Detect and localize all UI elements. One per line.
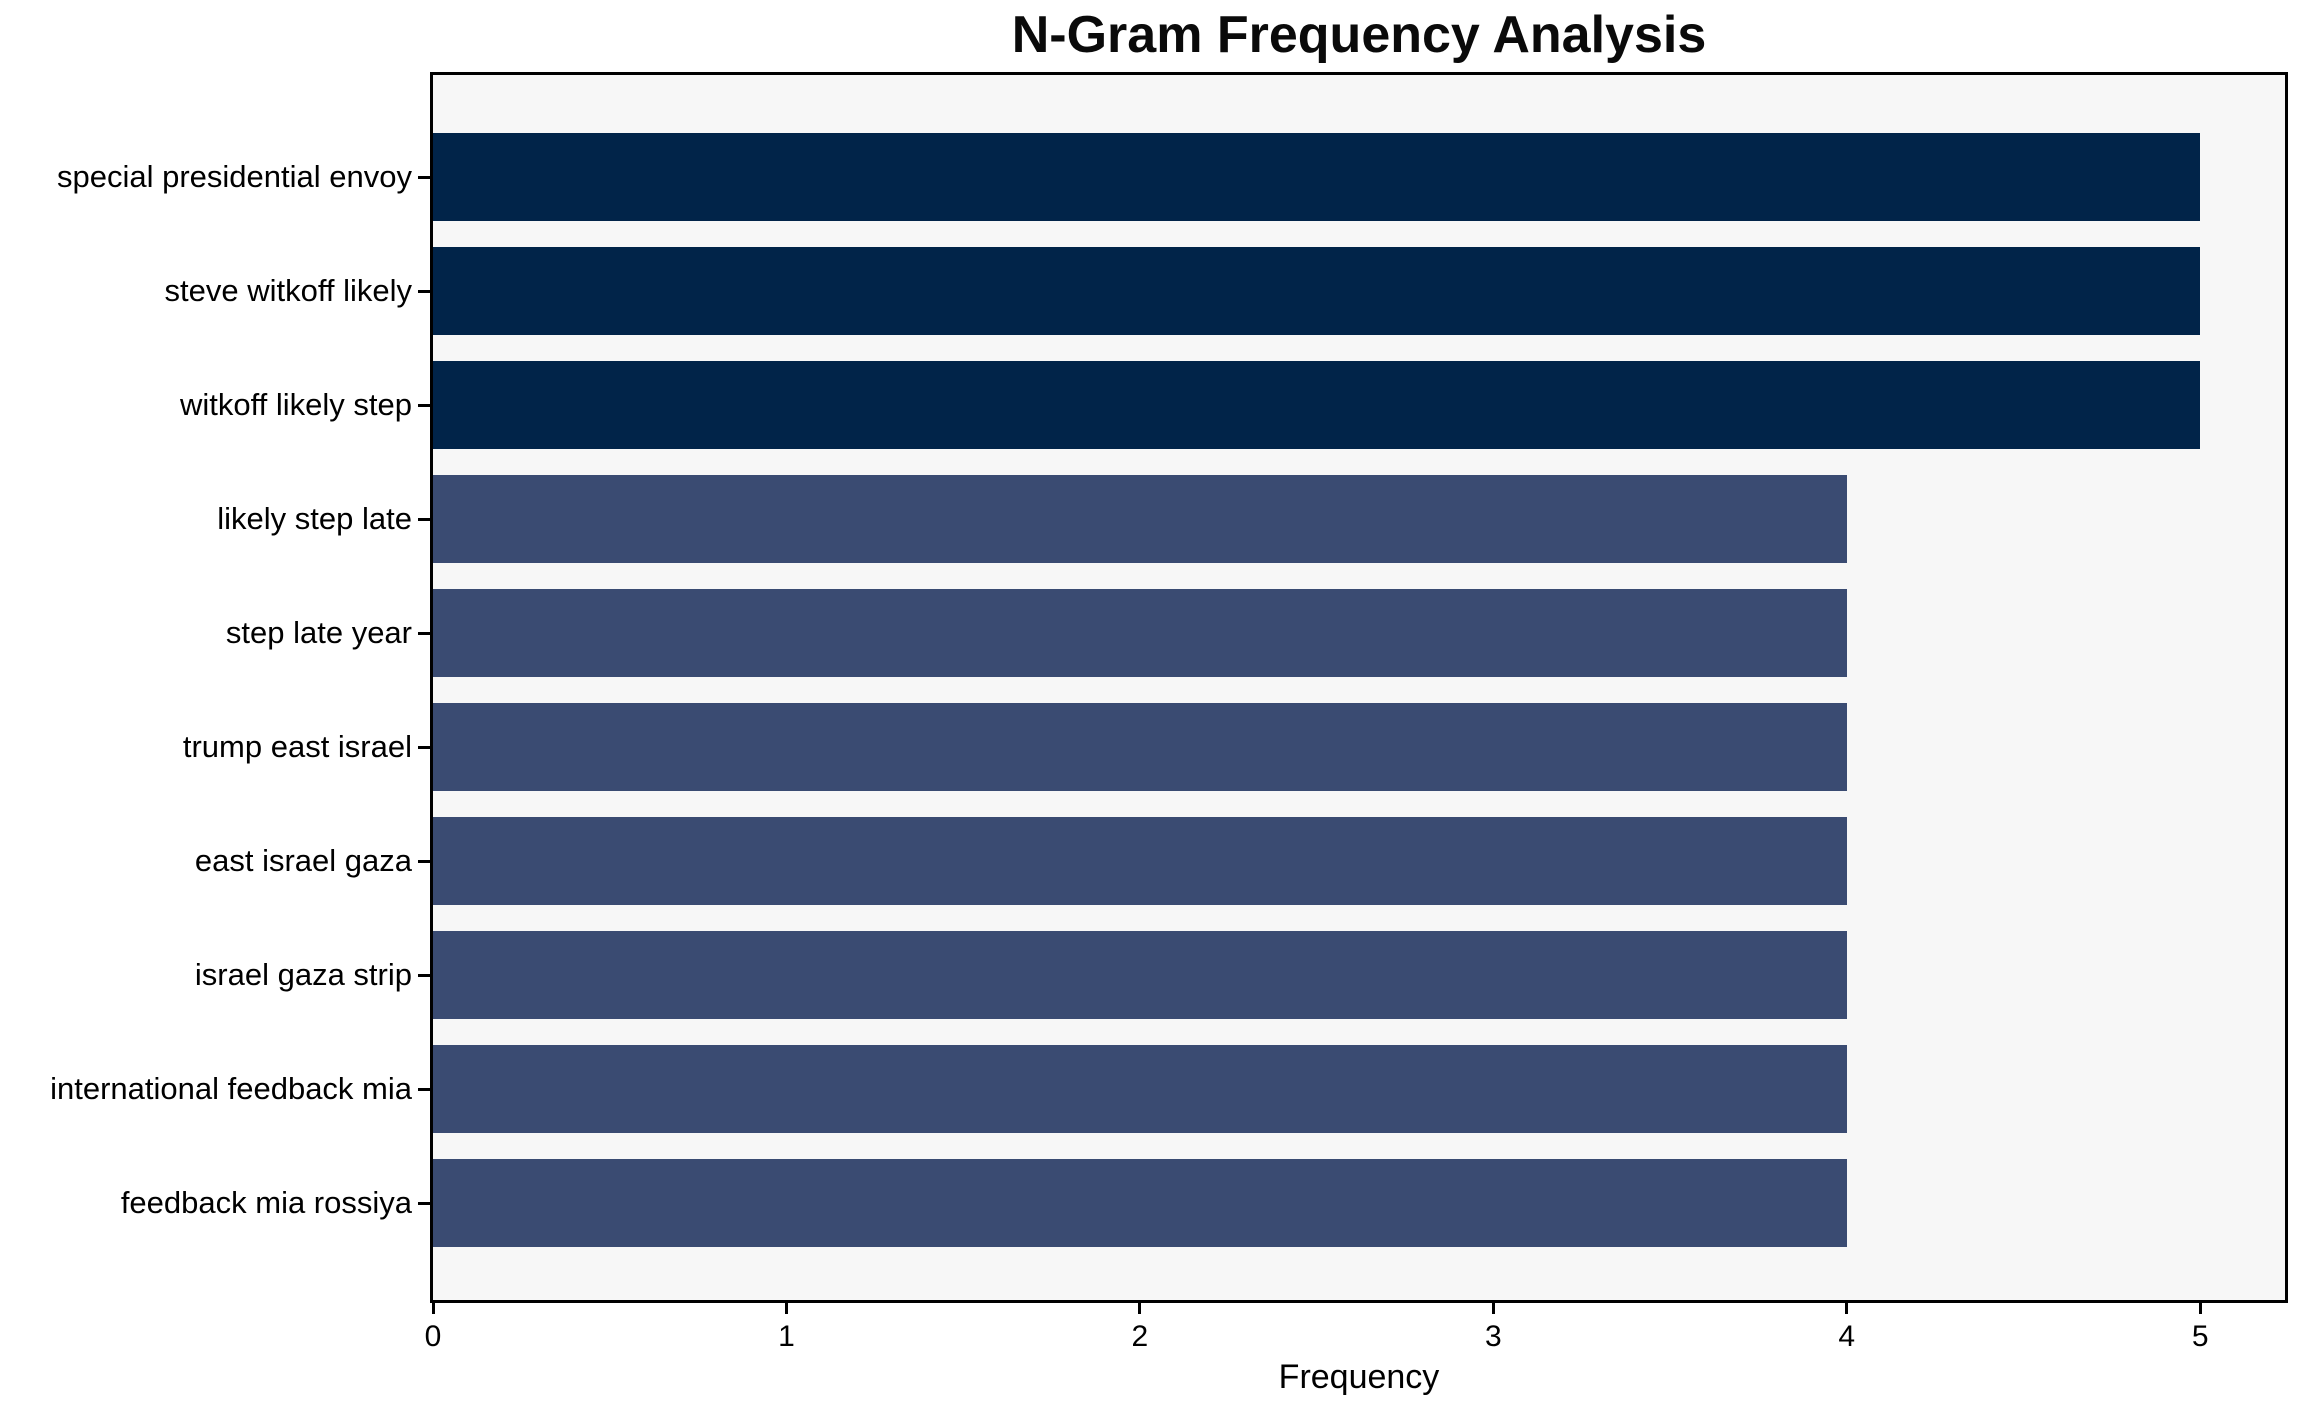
y-tick-label: israel gaza strip — [194, 957, 412, 992]
y-tick-label: steve witkoff likely — [164, 273, 412, 308]
bar — [433, 133, 2201, 221]
x-tick-mark — [431, 1303, 435, 1314]
y-tick-label: special presidential envoy — [57, 159, 412, 194]
x-tick-label: 2 — [1131, 1320, 1149, 1353]
y-tick-label: step late year — [225, 615, 412, 650]
y-tick-mark — [418, 1201, 430, 1205]
x-tick-mark — [1491, 1303, 1495, 1314]
y-tick-mark — [418, 859, 430, 863]
y-tick-label: feedback mia rossiya — [120, 1185, 412, 1220]
bar — [433, 703, 1847, 791]
x-tick-mark — [2198, 1303, 2202, 1314]
x-tick-mark — [784, 1303, 788, 1314]
y-tick-mark — [418, 403, 430, 407]
y-tick-label: likely step late — [217, 501, 412, 536]
y-tick-mark — [418, 1087, 430, 1091]
y-tick-mark — [418, 517, 430, 521]
x-tick-mark — [1138, 1303, 1142, 1314]
bar — [433, 1045, 1847, 1133]
bar — [433, 817, 1847, 905]
y-tick-mark — [418, 631, 430, 635]
bar — [433, 589, 1847, 677]
x-tick-label: 5 — [2191, 1320, 2209, 1353]
y-tick-label: international feedback mia — [50, 1071, 412, 1106]
y-tick-mark — [418, 745, 430, 749]
y-tick-label: trump east israel — [182, 729, 412, 764]
y-tick-mark — [418, 973, 430, 977]
chart-title: N-Gram Frequency Analysis — [1011, 6, 1707, 64]
x-tick-label: 3 — [1484, 1320, 1502, 1353]
y-tick-mark — [418, 289, 430, 293]
bar — [433, 361, 2201, 449]
plot-area — [430, 72, 2288, 1303]
bar — [433, 1159, 1847, 1247]
bar — [433, 247, 2201, 335]
bar — [433, 931, 1847, 1019]
x-tick-mark — [1845, 1303, 1849, 1314]
x-axis-label: Frequency — [1278, 1358, 1440, 1396]
y-tick-label: witkoff likely step — [179, 387, 412, 422]
y-tick-label: east israel gaza — [194, 843, 412, 878]
x-tick-label: 4 — [1838, 1320, 1856, 1353]
bar — [433, 475, 1847, 563]
x-tick-label: 1 — [778, 1320, 795, 1353]
y-tick-mark — [418, 175, 430, 179]
x-tick-label: 0 — [424, 1320, 442, 1353]
